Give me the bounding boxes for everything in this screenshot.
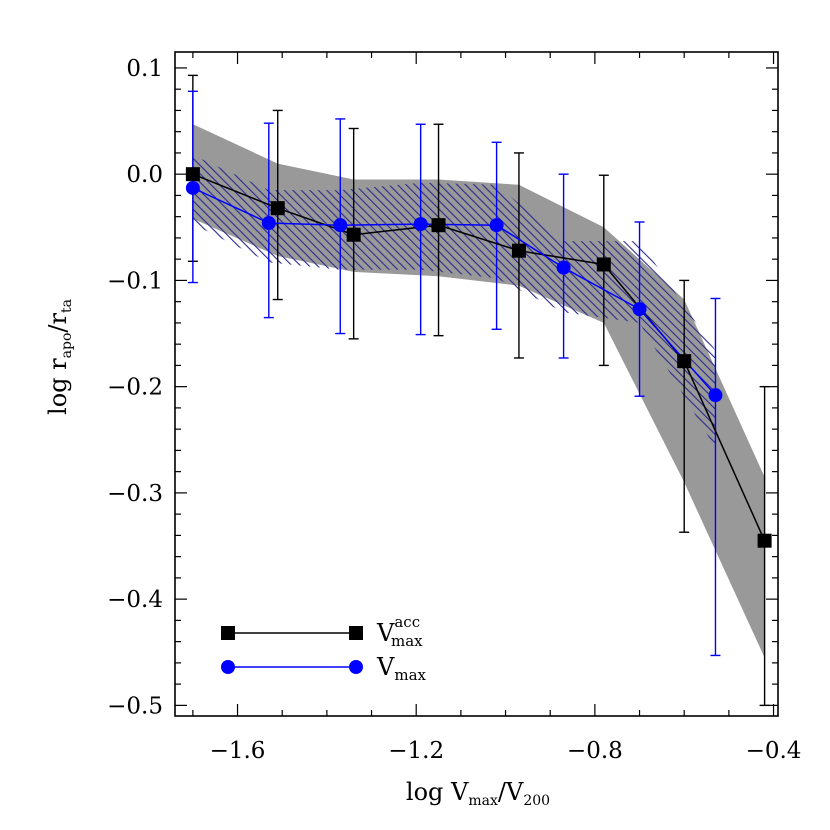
x-axis-title: log Vmax/V200: [406, 778, 550, 809]
y-tick-label: −0.1: [107, 268, 163, 294]
point-vmax-acc-1: [270, 201, 285, 216]
band-vmax: [192, 155, 716, 449]
point-vmax-acc-3: [431, 218, 446, 233]
legend-marker-square-right: [349, 626, 363, 640]
legend-item-vmax: Vmax: [221, 653, 427, 684]
x-tick-label: −0.4: [746, 738, 802, 764]
series-line-1: [192, 187, 717, 396]
x-tick-label: −0.8: [567, 738, 623, 764]
y-tick-label: −0.3: [107, 481, 163, 507]
y-tick-label: −0.5: [107, 693, 163, 719]
legend-marker-square-left: [221, 626, 235, 640]
point-vmax-6: [632, 302, 647, 317]
legend-label-vmax: Vmax: [376, 653, 427, 684]
point-vmax-4: [489, 218, 504, 233]
point-vmax-acc-2: [346, 227, 361, 242]
point-vmax-3: [413, 217, 428, 232]
legend-marker-circle-left: [221, 660, 235, 674]
point-vmax-1: [261, 216, 276, 231]
x-tick-label: −1.2: [388, 738, 444, 764]
x-tick-label: −1.6: [210, 738, 266, 764]
tick-labels: −1.6 −1.2 −0.8 −0.4 0.1 0.0 −0.1 −0.2 −0.3 −0.4 −0…: [107, 56, 801, 764]
point-vmax-acc-7: [757, 533, 772, 548]
point-vmax-acc-6: [677, 354, 692, 369]
point-vmax-5: [556, 260, 571, 275]
legend-label-vmax-acc: Vacc max: [376, 613, 423, 650]
y-tick-label: 0.0: [126, 162, 163, 188]
point-vmax-acc-5: [596, 257, 611, 272]
y-tick-label: −0.2: [107, 375, 163, 401]
y-axis-title: log rapo/rta: [44, 299, 75, 415]
point-vmax-2: [333, 218, 348, 233]
legend: Vacc max Vmax: [221, 613, 427, 684]
plot-frame: [174, 51, 779, 717]
y-tick-label: 0.1: [126, 56, 163, 82]
point-vmax-0: [185, 180, 200, 195]
point-vmax-acc-4: [511, 243, 526, 258]
series-markers: [185, 167, 772, 548]
legend-marker-circle-right: [349, 660, 363, 674]
y-tick-label: −0.4: [107, 587, 163, 613]
legend-item-vmax-acc: Vacc max: [221, 613, 423, 650]
point-vmax-acc-0: [185, 167, 200, 182]
series-lines: [192, 173, 766, 542]
point-vmax-7: [708, 388, 723, 403]
confidence-bands: [192, 124, 765, 658]
axis-ticks: [175, 52, 778, 716]
